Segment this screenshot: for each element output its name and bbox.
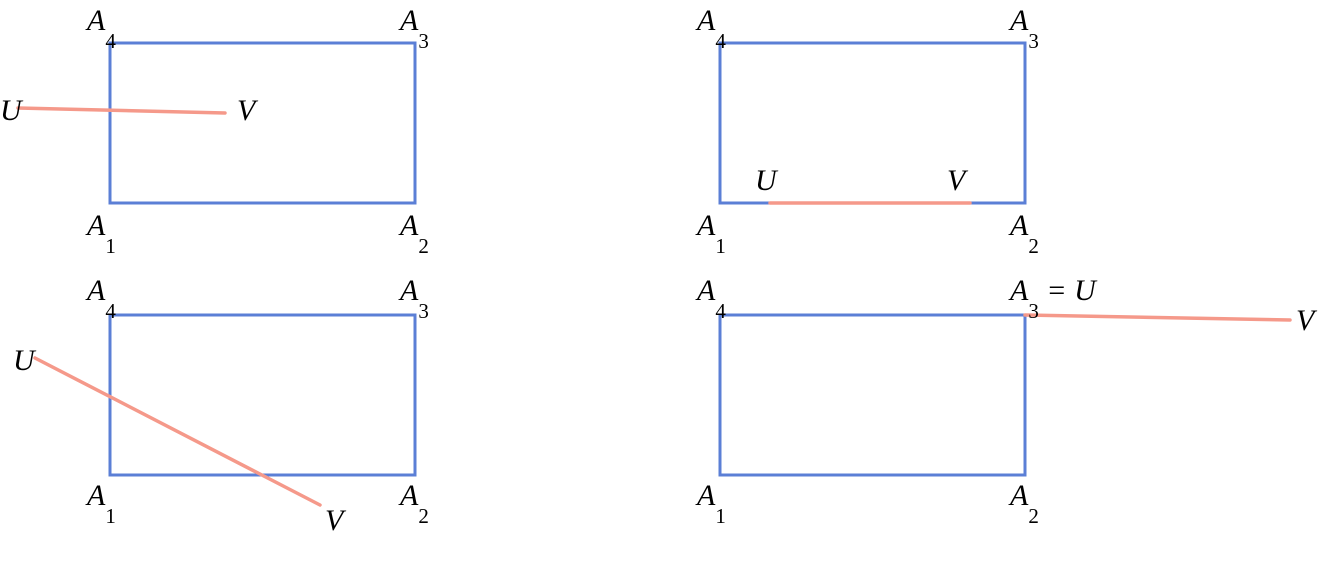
segment-label-U: U bbox=[13, 344, 37, 377]
segment-label-V: V bbox=[237, 94, 259, 127]
corner-label-A2: A2 bbox=[398, 209, 429, 258]
rectangle bbox=[720, 315, 1025, 475]
rectangle bbox=[110, 315, 415, 475]
geometry-diagram: A1A2A3A4UVA1A2A3A4UVA1A2A3A4UVA1A2A3 = U… bbox=[0, 0, 1338, 569]
corner-label-A3: A3 bbox=[1008, 4, 1039, 53]
corner-label-A1: A1 bbox=[695, 479, 726, 528]
panel-top-left: A1 A2 A3 A4 U V bbox=[0, 4, 429, 258]
segment-label-V: V bbox=[947, 164, 969, 197]
corner-label-A1: A1 bbox=[85, 479, 116, 528]
corner-label-A1: A1 bbox=[85, 209, 116, 258]
corner-label-A4: A4 bbox=[85, 4, 116, 53]
uv-segment bbox=[35, 358, 320, 505]
corner-label-A1: A1 bbox=[695, 209, 726, 258]
rectangle bbox=[110, 43, 415, 203]
panel-top-right: A1 A2 A3 A4 U V bbox=[695, 4, 1039, 258]
segment-label-V: V bbox=[1296, 304, 1318, 337]
corner-label-A2: A2 bbox=[1008, 479, 1039, 528]
corner-label-A4: A4 bbox=[695, 274, 726, 323]
corner-label-A4: A4 bbox=[85, 274, 116, 323]
uv-segment bbox=[1025, 315, 1290, 320]
segment-label-U: U bbox=[0, 94, 24, 127]
corner-label-A2: A2 bbox=[398, 479, 429, 528]
corner-label-A4: A4 bbox=[695, 4, 726, 53]
panel-bottom-left: A1A2A3A4UV bbox=[13, 274, 429, 537]
corner-label-A2: A2 bbox=[1008, 209, 1039, 258]
segment-label-U: U bbox=[755, 164, 779, 197]
panel-bottom-right: A1A2A3 = UA4V bbox=[695, 274, 1318, 528]
corner-label-A3: A3 bbox=[398, 4, 429, 53]
uv-segment bbox=[18, 108, 225, 113]
segment-label-V: V bbox=[325, 504, 347, 537]
